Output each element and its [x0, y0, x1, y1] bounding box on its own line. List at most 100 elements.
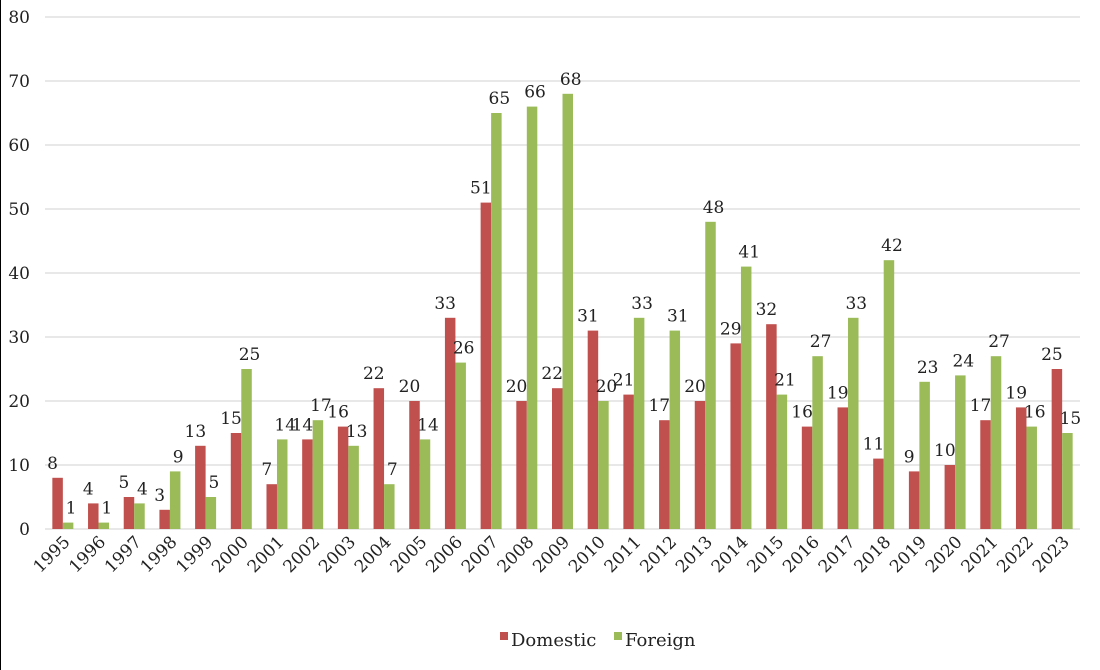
bar-foreign [62, 522, 74, 529]
bar-domestic [873, 458, 884, 529]
data-label-domestic: 14 [292, 415, 314, 435]
bar-domestic [123, 497, 135, 529]
bar-domestic [694, 401, 706, 529]
data-label-domestic: 7 [261, 460, 272, 480]
data-label-domestic: 11 [863, 435, 885, 455]
data-label-foreign: 48 [703, 198, 725, 218]
x-tick-label: 2000 [208, 532, 253, 577]
data-label-domestic: 17 [648, 396, 670, 416]
bar-domestic [337, 426, 349, 529]
data-label-foreign: 26 [453, 339, 475, 359]
bar-foreign [169, 471, 181, 529]
bar-domestic [266, 484, 277, 529]
data-label-domestic: 16 [791, 403, 813, 423]
bar-domestic [373, 388, 385, 529]
x-tick-label: 2019 [886, 532, 931, 577]
data-label-foreign: 25 [239, 345, 261, 365]
bar-foreign [562, 93, 573, 530]
bar-foreign [312, 420, 324, 529]
y-tick-label: 20 [8, 392, 30, 412]
bar-foreign [1062, 433, 1073, 529]
x-tick-label: 2008 [494, 532, 539, 577]
bar-domestic [1051, 369, 1063, 529]
bar-domestic [88, 503, 99, 529]
bar-domestic [302, 439, 313, 529]
bar-foreign [384, 484, 395, 529]
data-label-foreign: 42 [881, 236, 903, 256]
legend: Domestic Foreign [500, 630, 696, 651]
data-label-domestic: 29 [720, 319, 742, 339]
data-label-domestic: 13 [185, 422, 207, 442]
data-label-domestic: 20 [506, 377, 528, 397]
legend-swatch-domestic [500, 632, 508, 640]
bar-domestic [52, 477, 63, 529]
data-label-foreign: 68 [560, 70, 582, 90]
bar-foreign [348, 445, 359, 529]
data-label-foreign: 33 [845, 294, 867, 314]
bar-foreign [705, 221, 716, 530]
x-tick-label: 2023 [1029, 532, 1074, 577]
bar-domestic [552, 388, 563, 529]
data-label-domestic: 20 [399, 377, 421, 397]
x-tick-label: 2014 [708, 532, 753, 577]
data-label-foreign: 23 [917, 358, 939, 378]
bar-foreign [990, 356, 1002, 529]
bar-foreign [526, 106, 538, 529]
data-label-foreign: 20 [596, 377, 618, 397]
bar-domestic [623, 394, 634, 529]
bar-foreign [1026, 426, 1037, 529]
data-label-foreign: 14 [417, 415, 439, 435]
bar-foreign [848, 317, 859, 529]
x-tick-label: 2005 [387, 532, 432, 577]
data-label-foreign: 27 [988, 332, 1010, 352]
data-label-foreign: 15 [1060, 409, 1082, 429]
data-label-foreign: 65 [489, 89, 511, 109]
bar-foreign [455, 362, 466, 529]
x-tick-label: 2003 [315, 532, 360, 577]
x-axis-ticks: 1995199619971998199920002001200220032004… [30, 532, 1074, 577]
data-label-domestic: 32 [756, 300, 778, 320]
y-tick-label: 70 [8, 72, 30, 92]
x-tick-label: 2015 [743, 532, 788, 577]
x-tick-label: 2006 [422, 532, 467, 577]
data-label-foreign: 13 [346, 422, 368, 442]
bar-domestic [766, 324, 777, 529]
x-tick-label: 2004 [351, 532, 396, 577]
x-tick-label: 1998 [137, 532, 182, 577]
x-tick-label: 2007 [458, 532, 503, 577]
bar-domestic [730, 343, 741, 529]
data-label-domestic: 4 [83, 479, 94, 499]
data-label-domestic: 8 [47, 454, 58, 474]
data-label-foreign: 1 [66, 499, 77, 519]
bar-domestic [587, 330, 599, 529]
y-tick-label: 50 [8, 200, 30, 220]
x-tick-label: 1997 [101, 532, 146, 577]
legend-swatch-foreign [614, 632, 622, 640]
bar-foreign [812, 356, 823, 529]
data-label-foreign: 27 [810, 332, 832, 352]
x-tick-label: 2022 [993, 532, 1038, 577]
x-tick-label: 2021 [958, 532, 1003, 577]
data-label-foreign: 33 [631, 294, 653, 314]
x-tick-label: 2001 [244, 532, 289, 577]
bar-domestic [837, 407, 849, 529]
data-label-foreign: 5 [208, 473, 219, 493]
data-label-domestic: 9 [904, 447, 915, 467]
x-tick-label: 2018 [851, 532, 896, 577]
y-axis-ticks: 0 10 20 30 40 50 60 70 80 [8, 8, 30, 540]
x-tick-label: 2012 [636, 532, 681, 577]
data-label-domestic: 17 [970, 396, 992, 416]
bar-domestic [409, 401, 420, 529]
y-tick-label: 40 [8, 264, 30, 284]
bar-domestic [908, 471, 920, 529]
bar-foreign [491, 113, 502, 529]
legend-label-foreign: Foreign [625, 630, 696, 651]
data-label-foreign: 4 [137, 479, 148, 499]
data-label-domestic: 5 [119, 473, 130, 493]
bar-foreign [205, 497, 217, 529]
x-tick-label: 2020 [922, 532, 967, 577]
data-label-domestic: 31 [577, 307, 599, 327]
x-tick-label: 2017 [815, 532, 860, 577]
